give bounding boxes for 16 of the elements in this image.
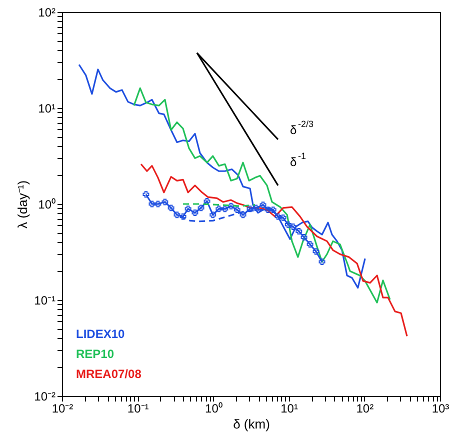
x-tick-label: 10¹ bbox=[280, 402, 298, 416]
y-tick-label: 10⁰ bbox=[38, 198, 56, 212]
x-tick-label: 10⁻² bbox=[52, 402, 74, 416]
x-axis-title: δ (km) bbox=[233, 416, 270, 432]
x-tick-label: 10⁻¹ bbox=[127, 402, 149, 416]
x-tick-label: 10⁰ bbox=[205, 402, 222, 416]
x-tick-label: 10² bbox=[356, 402, 374, 416]
y-tick-label: 10² bbox=[38, 6, 56, 20]
y-tick-label: 10⁻¹ bbox=[34, 294, 56, 308]
x-tick-label: 10³ bbox=[432, 402, 450, 416]
text: MREA07/08 bbox=[76, 367, 142, 381]
y-tick-label: 10⁻² bbox=[34, 390, 56, 404]
y-axis-title: λ (day⁻¹) bbox=[15, 180, 30, 229]
text: REP10 bbox=[76, 347, 114, 361]
y-tick-label: 10¹ bbox=[38, 102, 56, 116]
text: LIDEX10 bbox=[76, 327, 126, 341]
